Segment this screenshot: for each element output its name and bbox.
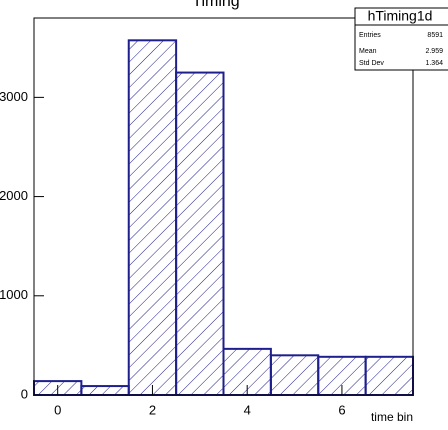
y-tick-label: 1000 xyxy=(0,287,28,302)
x-tick-label: 4 xyxy=(244,402,251,417)
stats-frame xyxy=(354,7,448,71)
y-tick-label: 3000 xyxy=(0,89,28,104)
stats-key: Std Dev xyxy=(359,60,384,67)
x-axis-label: time bin xyxy=(371,410,413,424)
stats-value: 2.959 xyxy=(425,48,443,55)
stats-title: hTiming1d xyxy=(368,8,433,24)
bar xyxy=(364,355,414,397)
bar xyxy=(80,385,130,396)
plot-area: 0 1000 2000 3000 0 2 4 6 xyxy=(0,39,414,417)
bar xyxy=(269,354,320,397)
stats-key: Mean xyxy=(359,48,377,55)
stats-key: Entries xyxy=(359,32,381,39)
stats-value: 8591 xyxy=(427,32,443,39)
stats-value: 1.364 xyxy=(425,60,443,67)
x-tick-label: 0 xyxy=(54,402,61,417)
frame xyxy=(33,17,414,396)
bar xyxy=(175,71,225,396)
stats-box: hTiming1d Entries 8591 Mean 2.959 Std De… xyxy=(354,7,448,71)
x-tick-label: 2 xyxy=(149,402,156,417)
chart-title: Timing xyxy=(192,0,239,10)
y-tick-label: 0 xyxy=(21,386,28,401)
x-tick-label: 6 xyxy=(338,402,345,417)
bar xyxy=(127,39,178,397)
y-tick-label: 2000 xyxy=(0,188,28,203)
